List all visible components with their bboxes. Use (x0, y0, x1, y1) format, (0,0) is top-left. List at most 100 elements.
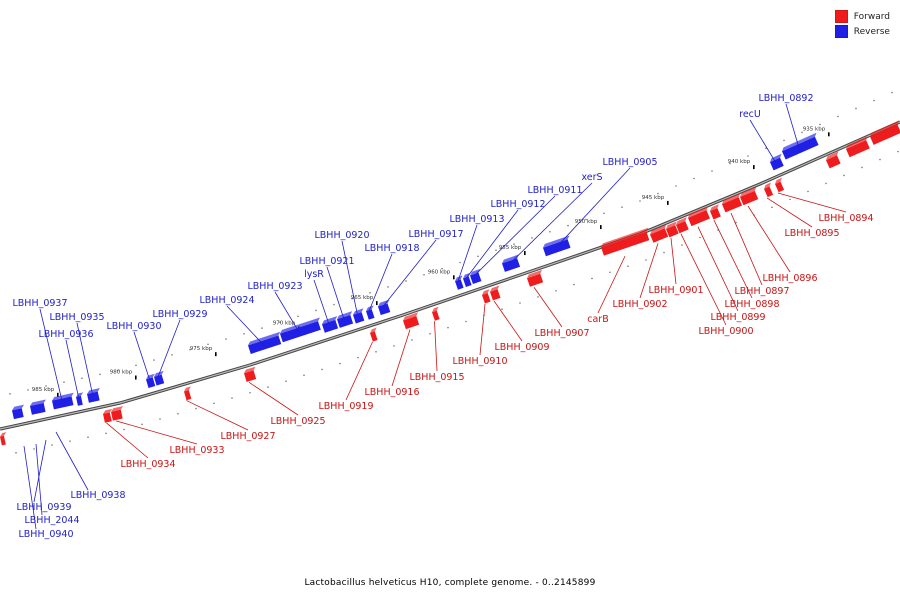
gene-LBHH_0935 (87, 388, 101, 403)
gene-LBHH_0919 (370, 327, 378, 342)
track-dot (135, 364, 137, 367)
gene-LBHH_0936-leader (65, 339, 79, 398)
gene-fwd-extra-1 (826, 151, 841, 169)
gene-LBHH_0933-face (111, 409, 123, 421)
gene-LBHH_0927-leader (186, 400, 249, 431)
gene-LBHH_0897-face (722, 197, 743, 213)
gene-LBHH_0919-face (370, 331, 378, 342)
gene-LBHH_0897-leader (730, 212, 763, 286)
gene-LBHH_0916-top (403, 312, 419, 321)
gene-LBHH_0924-leader (226, 305, 265, 346)
track-dot (585, 218, 587, 221)
track-dot (699, 236, 701, 239)
track-dot (177, 413, 179, 415)
gene-LBHH_0935-leader (76, 322, 93, 395)
track-dot (837, 115, 839, 118)
gene-LBHH_0892 (782, 132, 819, 160)
gene-LBHH_0924-label: LBHH_0924 (199, 295, 254, 306)
gene-LBHH_0927-face (184, 390, 192, 401)
gene-LBHH_0920-leader (341, 240, 358, 315)
gene-left-b (29, 399, 46, 415)
track-dot (825, 182, 827, 185)
tick-label: 975 kbp (190, 346, 213, 352)
tick-mark (667, 200, 669, 205)
gene-LBHH_0895-label: LBHH_0895 (784, 228, 839, 239)
gene-LBHH_0924 (248, 331, 282, 354)
gene-LBHH_0920-face (353, 312, 365, 324)
track-dot (375, 351, 377, 353)
track-dot (657, 192, 659, 195)
track-dot (843, 174, 845, 177)
gene-LBHH_0913-leader (457, 224, 478, 282)
gene-LBHH_0936-label: LBHH_0936 (38, 329, 93, 340)
gene-LBHH_0927-label: LBHH_0927 (220, 431, 275, 442)
track-dot (387, 286, 389, 288)
gene-LBHH_0924-face (248, 335, 282, 354)
gene-lysR-top (322, 316, 338, 325)
track-dot (765, 147, 767, 150)
gene-LBHH_0895 (764, 182, 774, 198)
gene-LBHH_0895-face (764, 186, 774, 198)
gene-LBHH_0902-leader (639, 243, 659, 299)
track-dot (477, 255, 479, 258)
tick-label: 960 kbp (428, 269, 451, 275)
track-dot (63, 381, 65, 383)
gene-LBHH_0898-face (710, 208, 721, 220)
track-dot (207, 343, 209, 346)
track-dot (567, 224, 569, 227)
forward-swatch (834, 10, 848, 23)
track-dot (243, 332, 245, 335)
track-dot (33, 448, 35, 450)
tick-mark (600, 225, 602, 230)
track-dot (783, 139, 785, 142)
gene-LBHH_0938-leader (55, 431, 89, 491)
gene-lysR-leader (313, 279, 330, 325)
track-dot (279, 321, 281, 324)
gene-LBHH_0894-label: LBHH_0894 (818, 213, 873, 224)
gene-LBHH_0917-label: LBHH_0917 (408, 229, 463, 240)
track-dot (171, 354, 173, 356)
track-dot (261, 327, 263, 329)
gene-LBHH_0919-label: LBHH_0919 (318, 401, 373, 412)
gene-LBHH_0894-leader (777, 192, 847, 213)
track-dot (339, 362, 341, 365)
gene-LBHH_0937-face (52, 396, 74, 410)
track-dot (627, 265, 629, 267)
gene-LBHH_0913-label: LBHH_0913 (449, 214, 504, 225)
track-dot (771, 206, 773, 209)
track-dot (681, 244, 683, 246)
gene-LBHH_0938-label: LBHH_0938 (70, 490, 125, 501)
gene-LBHH_0896-leader (747, 205, 791, 273)
gene-LBHH_0917 (378, 299, 391, 316)
gene-LBHH_0940-leader (23, 445, 37, 530)
gene-LBHH_0892-leader (785, 103, 801, 152)
gene-LBHH_0896-top (740, 186, 757, 197)
gene-LBHH_0921-leader (326, 266, 345, 320)
gene-fwd-extra-4-top (0, 432, 7, 437)
gene-fwd-extra-4 (0, 432, 7, 446)
gene-carB-leader (597, 255, 626, 314)
gene-LBHH_0902-face (650, 228, 669, 243)
gene-left-b-face (29, 403, 46, 415)
gene-LBHH_0936 (76, 392, 84, 406)
track-dot (369, 292, 371, 294)
gene-left-a (12, 404, 25, 420)
gene-recU-leader (749, 119, 776, 163)
track-dot (495, 249, 497, 251)
gene-LBHH_0930 (146, 373, 156, 389)
track-dot (447, 326, 449, 329)
gene-LBHH_0900-top (676, 217, 687, 225)
gene-LBHH_0909-leader (493, 300, 523, 342)
gene-fwd-extra-2-face (846, 140, 870, 158)
gene-LBHH_0902 (650, 224, 669, 243)
track-dot (315, 309, 317, 312)
tick-label: 950 kbp (575, 219, 598, 225)
track-dot (153, 359, 155, 361)
gene-LBHH_0894-face (775, 181, 785, 193)
gene-fwd-extra-4-face (0, 435, 6, 446)
gene-LBHH_0923-face (280, 321, 321, 343)
gene-lysR-label: lysR (304, 269, 324, 280)
tick-label: 945 kbp (642, 195, 665, 201)
gene-lysR-face (322, 319, 339, 333)
gene-LBHH_0896-label: LBHH_0896 (762, 273, 817, 284)
